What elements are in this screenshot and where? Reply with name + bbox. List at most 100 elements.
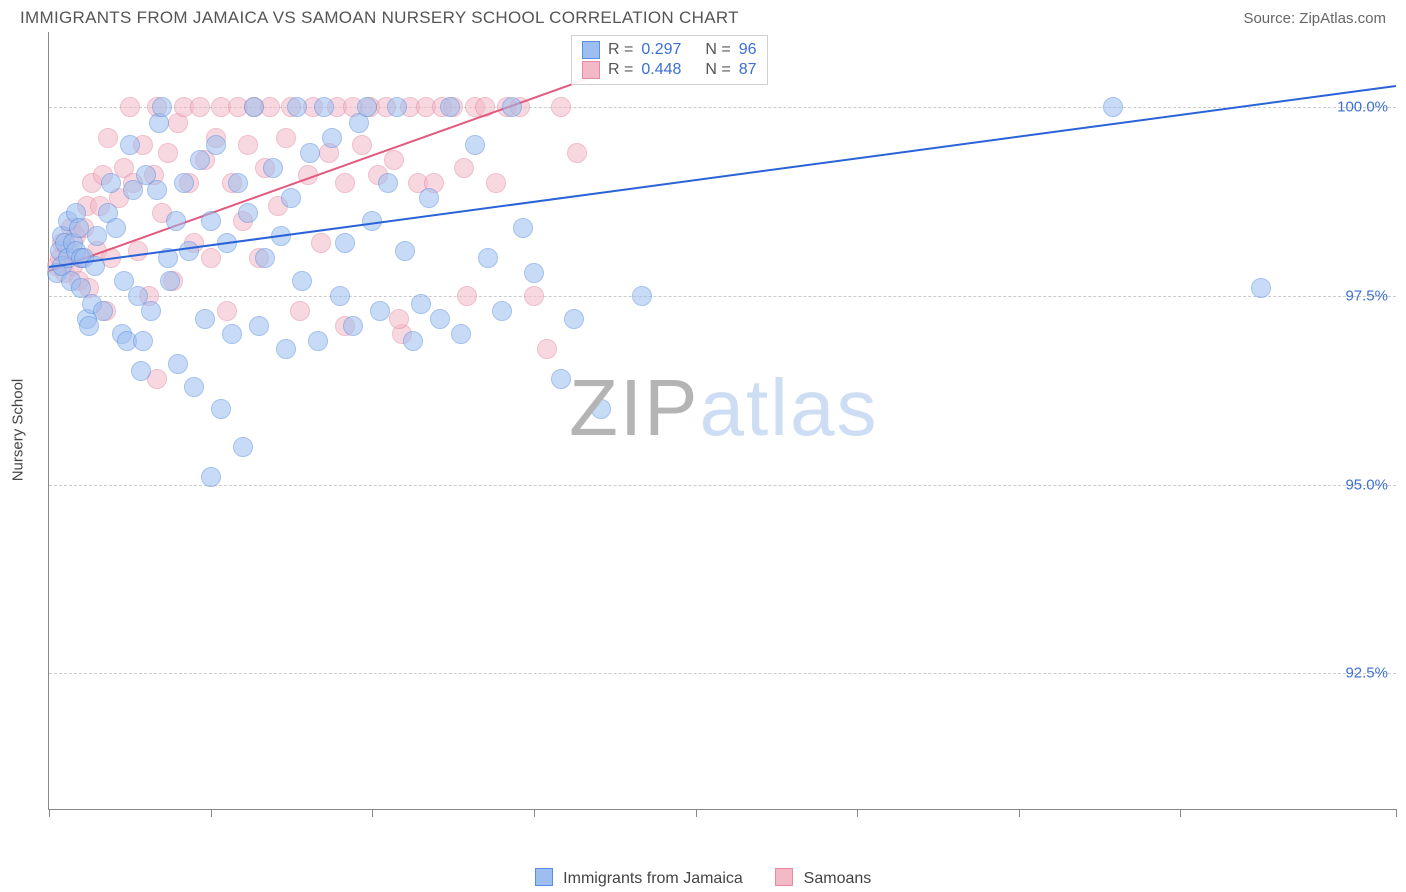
grid-line — [49, 673, 1396, 674]
scatter-point-b — [524, 286, 544, 306]
scatter-point-a — [179, 241, 199, 261]
legend-swatch-b-icon — [775, 868, 793, 886]
scatter-point-b — [335, 173, 355, 193]
scatter-point-a — [335, 233, 355, 253]
scatter-point-a — [451, 324, 471, 344]
scatter-point-a — [147, 180, 167, 200]
stats-box: R = 0.297 N = 96 R = 0.448 N = 87 — [571, 35, 768, 85]
x-tick — [1019, 809, 1020, 817]
scatter-point-a — [370, 301, 390, 321]
scatter-point-b — [389, 309, 409, 329]
scatter-point-a — [244, 97, 264, 117]
scatter-point-a — [131, 361, 151, 381]
scatter-point-a — [564, 309, 584, 329]
x-tick — [1180, 809, 1181, 817]
scatter-point-b — [537, 339, 557, 359]
x-tick — [211, 809, 212, 817]
scatter-point-a — [292, 271, 312, 291]
scatter-point-b — [352, 135, 372, 155]
x-tick — [49, 809, 50, 817]
swatch-b-icon — [582, 61, 600, 79]
scatter-point-a — [211, 399, 231, 419]
scatter-point-b — [454, 158, 474, 178]
legend-item-a: Immigrants from Jamaica — [535, 870, 748, 887]
legend-item-b: Samoans — [775, 870, 871, 887]
x-tick — [696, 809, 697, 817]
scatter-point-a — [513, 218, 533, 238]
scatter-point-b — [276, 128, 296, 148]
x-tick — [1396, 809, 1397, 817]
grid-line — [49, 296, 1396, 297]
x-tick — [534, 809, 535, 817]
scatter-point-a — [255, 248, 275, 268]
scatter-point-a — [524, 263, 544, 283]
scatter-point-b — [486, 173, 506, 193]
scatter-point-a — [281, 188, 301, 208]
scatter-point-a — [201, 211, 221, 231]
scatter-point-a — [120, 135, 140, 155]
scatter-point-b — [190, 97, 210, 117]
swatch-a-icon — [582, 41, 600, 59]
grid-line — [49, 485, 1396, 486]
scatter-point-a — [206, 135, 226, 155]
scatter-point-b — [567, 143, 587, 163]
scatter-point-b — [120, 97, 140, 117]
scatter-point-a — [101, 173, 121, 193]
y-tick-label: 97.5% — [1345, 288, 1388, 305]
scatter-point-a — [591, 399, 611, 419]
scatter-point-a — [166, 211, 186, 231]
scatter-point-a — [195, 309, 215, 329]
legend-swatch-a-icon — [535, 868, 553, 886]
scatter-point-b — [238, 135, 258, 155]
scatter-point-a — [502, 97, 522, 117]
source-label: Source: ZipAtlas.com — [1243, 10, 1386, 27]
chart-header: IMMIGRANTS FROM JAMAICA VS SAMOAN NURSER… — [0, 0, 1406, 32]
scatter-point-b — [311, 233, 331, 253]
scatter-point-a — [141, 301, 161, 321]
scatter-point-a — [419, 188, 439, 208]
scatter-point-a — [403, 331, 423, 351]
scatter-point-a — [492, 301, 512, 321]
scatter-point-b — [98, 128, 118, 148]
plot-area: 92.5%95.0%97.5%100.0% ZIPatlas R = 0.297… — [48, 32, 1396, 810]
scatter-point-b — [290, 301, 310, 321]
y-axis-label: Nursery School — [10, 379, 27, 482]
scatter-point-b — [201, 248, 221, 268]
scatter-point-a — [93, 301, 113, 321]
scatter-point-a — [378, 173, 398, 193]
y-tick-label: 92.5% — [1345, 665, 1388, 682]
scatter-point-a — [322, 128, 342, 148]
y-tick-label: 95.0% — [1345, 476, 1388, 493]
scatter-point-a — [233, 437, 253, 457]
scatter-point-a — [174, 173, 194, 193]
scatter-point-b — [457, 286, 477, 306]
scatter-point-a — [276, 339, 296, 359]
x-tick — [857, 809, 858, 817]
scatter-point-a — [249, 316, 269, 336]
scatter-point-a — [263, 158, 283, 178]
x-tick — [372, 809, 373, 817]
scatter-point-a — [478, 248, 498, 268]
scatter-point-a — [160, 271, 180, 291]
scatter-point-a — [228, 173, 248, 193]
scatter-point-a — [343, 316, 363, 336]
scatter-point-b — [551, 97, 571, 117]
scatter-point-a — [1103, 97, 1123, 117]
scatter-point-b — [217, 301, 237, 321]
scatter-point-a — [87, 226, 107, 246]
scatter-point-a — [201, 467, 221, 487]
scatter-point-a — [168, 354, 188, 374]
scatter-point-a — [387, 97, 407, 117]
scatter-point-a — [106, 218, 126, 238]
scatter-point-a — [330, 286, 350, 306]
scatter-point-a — [632, 286, 652, 306]
scatter-point-a — [69, 218, 89, 238]
scatter-point-a — [430, 309, 450, 329]
stats-row-b: R = 0.448 N = 87 — [582, 60, 757, 80]
scatter-point-a — [308, 331, 328, 351]
scatter-point-a — [184, 377, 204, 397]
chart-title: IMMIGRANTS FROM JAMAICA VS SAMOAN NURSER… — [20, 8, 739, 28]
scatter-point-b — [158, 143, 178, 163]
scatter-point-a — [1251, 278, 1271, 298]
scatter-point-a — [314, 97, 334, 117]
